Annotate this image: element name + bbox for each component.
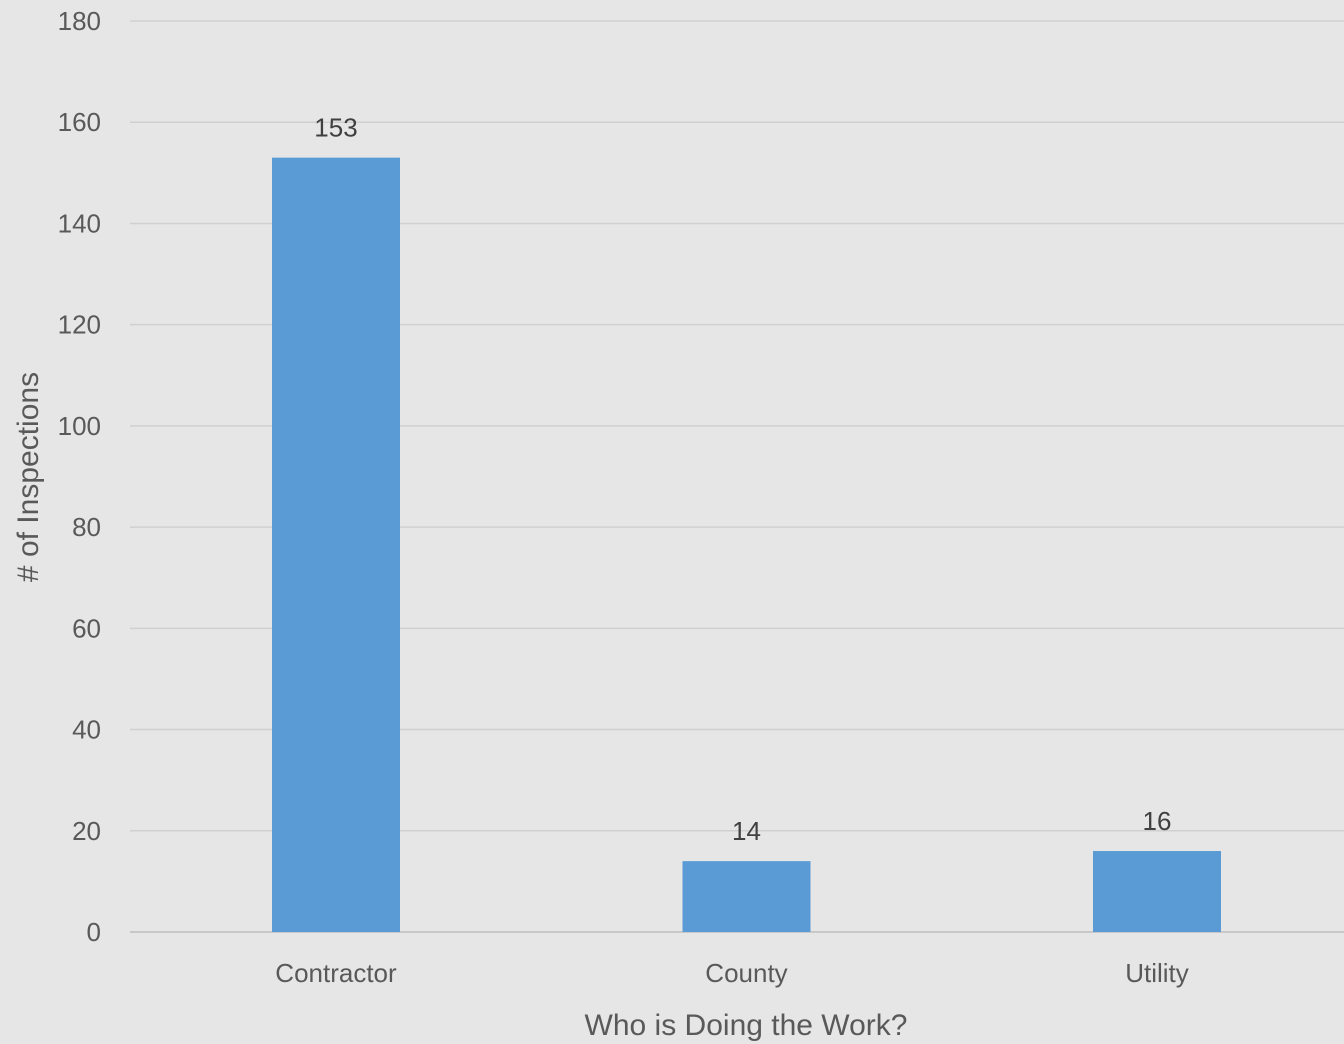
y-tick-label: 20 <box>72 816 101 846</box>
y-tick-label: 140 <box>58 208 101 238</box>
x-category-label: County <box>705 958 787 988</box>
y-tick-label: 40 <box>72 715 101 745</box>
x-category-label: Utility <box>1125 958 1189 988</box>
data-label: 153 <box>314 113 357 143</box>
y-tick-label: 160 <box>58 107 101 137</box>
y-axis-ticks: 0 20 40 60 80 100 120 140 160 180 <box>58 6 101 947</box>
x-axis-title: Who is Doing the Work? <box>585 1009 908 1042</box>
bars <box>272 157 1221 932</box>
y-tick-label: 80 <box>72 512 101 542</box>
y-tick-label: 120 <box>58 310 101 340</box>
x-axis-categories: Contractor County Utility <box>275 958 1188 988</box>
x-category-label: Contractor <box>275 958 397 988</box>
y-axis-title: # of Inspections <box>12 372 45 582</box>
y-tick-label: 60 <box>72 613 101 643</box>
y-tick-label: 0 <box>87 917 101 947</box>
data-labels: 153 14 16 <box>314 113 1171 846</box>
y-tick-label: 100 <box>58 411 101 441</box>
bar-county <box>682 861 811 932</box>
data-label: 16 <box>1143 806 1172 836</box>
bar-utility <box>1093 851 1221 932</box>
y-tick-label: 180 <box>58 6 101 36</box>
bar-contractor <box>272 157 400 932</box>
data-label: 14 <box>732 816 761 846</box>
